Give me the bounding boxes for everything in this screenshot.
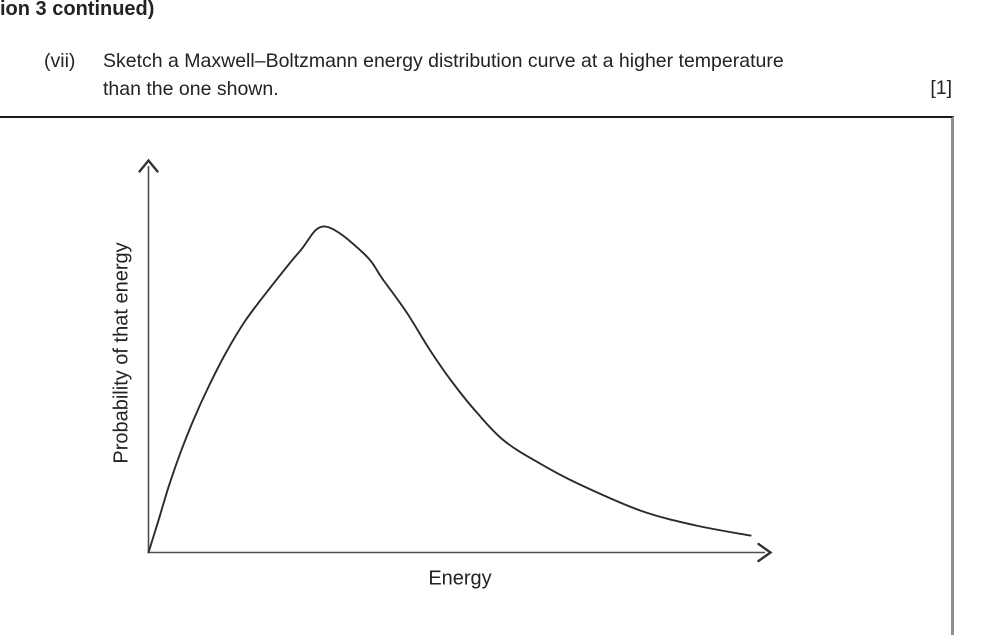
question-text: Sketch a Maxwell–Boltzmann energy distri… <box>103 47 893 103</box>
answer-box <box>0 116 954 635</box>
question-text-line1: Sketch a Maxwell–Boltzmann energy distri… <box>103 50 784 72</box>
question-number: (vii) <box>44 50 76 72</box>
page-header-fragment: ion 3 continued) <box>0 0 155 20</box>
question-text-line2: than the one shown. <box>103 78 279 100</box>
y-axis-label: Probability of that energy <box>110 242 133 464</box>
marks-badge: [1] <box>930 77 952 99</box>
x-axis-label: Energy <box>428 567 492 590</box>
